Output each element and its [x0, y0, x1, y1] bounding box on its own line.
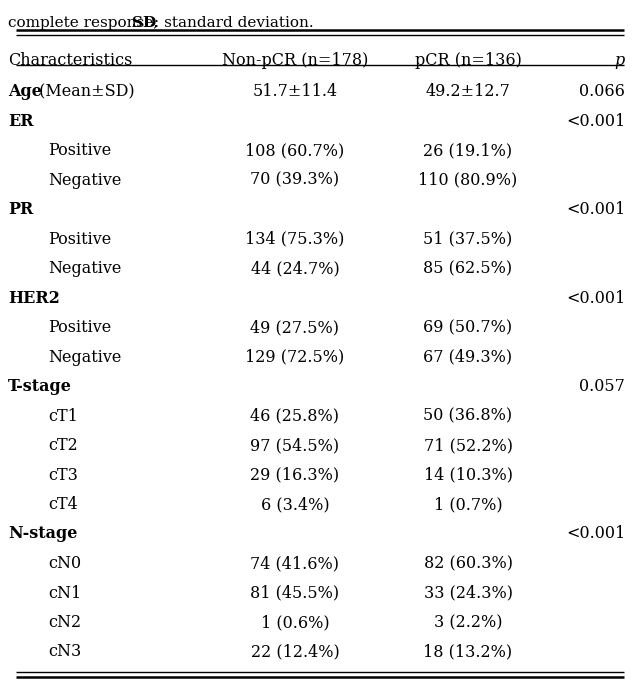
Text: 70 (39.3%): 70 (39.3%): [250, 171, 340, 188]
Text: <0.001: <0.001: [566, 525, 625, 543]
Text: cT1: cT1: [48, 408, 78, 425]
Text: pCR (n=136): pCR (n=136): [415, 52, 522, 69]
Text: <0.001: <0.001: [566, 290, 625, 306]
Text: 134 (75.3%): 134 (75.3%): [245, 230, 345, 247]
Text: 85 (62.5%): 85 (62.5%): [424, 260, 513, 277]
Text: 49 (27.5%): 49 (27.5%): [250, 319, 339, 336]
Text: cN0: cN0: [48, 555, 81, 572]
Text: 6 (3.4%): 6 (3.4%): [260, 496, 330, 513]
Text: ER: ER: [8, 112, 33, 129]
Text: : standard deviation.: : standard deviation.: [154, 16, 314, 30]
Text: 22 (12.4%): 22 (12.4%): [251, 643, 339, 660]
Text: 74 (41.6%): 74 (41.6%): [250, 555, 339, 572]
Text: 46 (25.8%): 46 (25.8%): [250, 408, 339, 425]
Text: Negative: Negative: [48, 349, 122, 366]
Text: cN3: cN3: [48, 643, 81, 660]
Text: <0.001: <0.001: [566, 201, 625, 218]
Text: cN2: cN2: [48, 614, 81, 631]
Text: 71 (52.2%): 71 (52.2%): [424, 437, 513, 454]
Text: 44 (24.7%): 44 (24.7%): [251, 260, 339, 277]
Text: 67 (49.3%): 67 (49.3%): [424, 349, 513, 366]
Text: Negative: Negative: [48, 171, 122, 188]
Text: 51 (37.5%): 51 (37.5%): [424, 230, 513, 247]
Text: <0.001: <0.001: [566, 112, 625, 129]
Text: cT3: cT3: [48, 466, 78, 484]
Text: cT2: cT2: [48, 437, 77, 454]
Text: HER2: HER2: [8, 290, 60, 306]
Text: 81 (45.5%): 81 (45.5%): [250, 584, 340, 601]
Text: 110 (80.9%): 110 (80.9%): [419, 171, 518, 188]
Text: 3 (2.2%): 3 (2.2%): [434, 614, 502, 631]
Text: Characteristics: Characteristics: [8, 52, 132, 69]
Text: 69 (50.7%): 69 (50.7%): [424, 319, 513, 336]
Text: 50 (36.8%): 50 (36.8%): [424, 408, 513, 425]
Text: N-stage: N-stage: [8, 525, 77, 543]
Text: 0.066: 0.066: [579, 83, 625, 100]
Text: 26 (19.1%): 26 (19.1%): [424, 142, 513, 159]
Text: 14 (10.3%): 14 (10.3%): [424, 466, 513, 484]
Text: Age: Age: [8, 83, 42, 100]
Text: T-stage: T-stage: [8, 378, 72, 395]
Text: Positive: Positive: [48, 142, 111, 159]
Text: 129 (72.5%): 129 (72.5%): [245, 349, 344, 366]
Text: 97 (54.5%): 97 (54.5%): [250, 437, 340, 454]
Text: 82 (60.3%): 82 (60.3%): [424, 555, 513, 572]
Text: Negative: Negative: [48, 260, 122, 277]
Text: 108 (60.7%): 108 (60.7%): [245, 142, 344, 159]
Text: 51.7±11.4: 51.7±11.4: [252, 83, 337, 100]
Text: Non-pCR (n=178): Non-pCR (n=178): [222, 52, 368, 69]
Text: PR: PR: [8, 201, 33, 218]
Text: (Mean±SD): (Mean±SD): [34, 83, 134, 100]
Text: cN1: cN1: [48, 584, 81, 601]
Text: cT4: cT4: [48, 496, 77, 513]
Text: 49.2±12.7: 49.2±12.7: [426, 83, 511, 100]
Text: 33 (24.3%): 33 (24.3%): [424, 584, 513, 601]
Text: p: p: [615, 52, 625, 69]
Text: SD: SD: [132, 16, 156, 30]
Text: 18 (13.2%): 18 (13.2%): [424, 643, 513, 660]
Text: 1 (0.6%): 1 (0.6%): [260, 614, 330, 631]
Text: 0.057: 0.057: [579, 378, 625, 395]
Text: Positive: Positive: [48, 230, 111, 247]
Text: 1 (0.7%): 1 (0.7%): [434, 496, 502, 513]
Text: Positive: Positive: [48, 319, 111, 336]
Text: complete response,: complete response,: [8, 16, 163, 30]
Text: 29 (16.3%): 29 (16.3%): [250, 466, 340, 484]
